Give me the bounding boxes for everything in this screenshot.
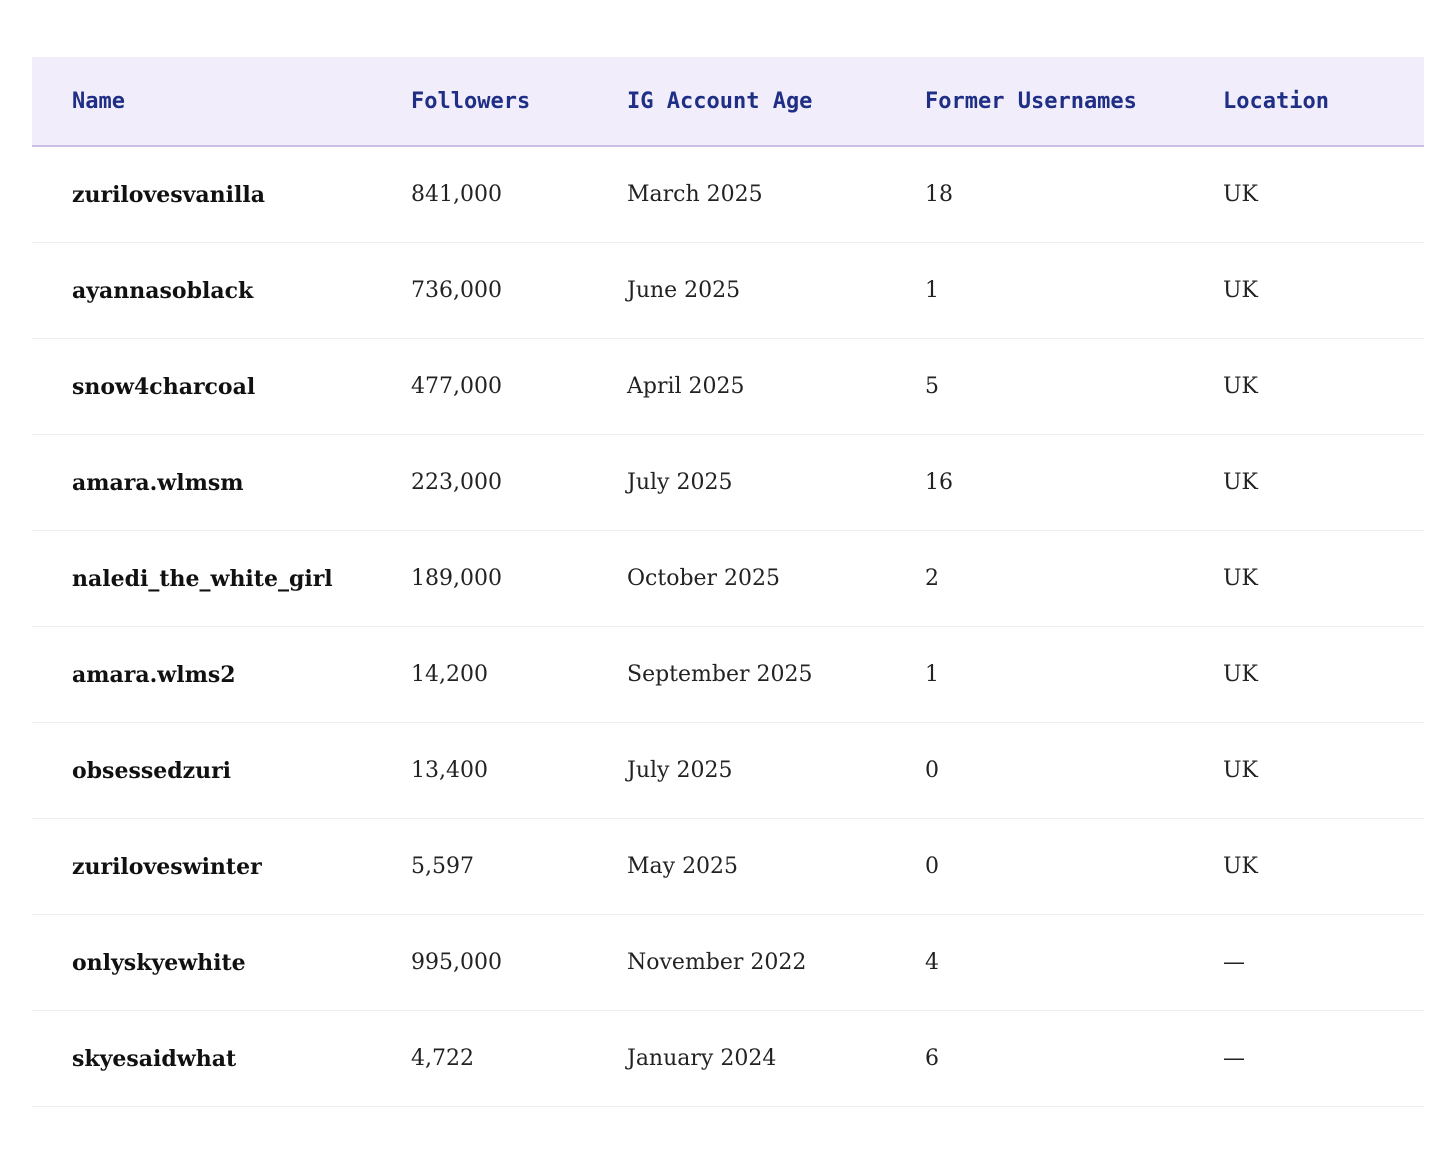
cell-account-age: June 2025 bbox=[627, 242, 925, 339]
cell-followers: 841,000 bbox=[411, 146, 627, 243]
cell-former-usernames: 5 bbox=[925, 338, 1223, 435]
cell-former-usernames: 6 bbox=[925, 1010, 1223, 1107]
cell-account-age: April 2025 bbox=[627, 338, 925, 435]
cell-location: UK bbox=[1223, 338, 1424, 435]
cell-former-usernames: 1 bbox=[925, 242, 1223, 339]
cell-name: ayannasoblack bbox=[32, 242, 411, 339]
cell-followers: 13,400 bbox=[411, 722, 627, 819]
cell-former-usernames: 4 bbox=[925, 914, 1223, 1011]
cell-name: obsessedzuri bbox=[32, 722, 411, 819]
table-row: onlyskyewhite 995,000 November 2022 4 — bbox=[32, 914, 1424, 1011]
cell-account-age: January 2024 bbox=[627, 1010, 925, 1107]
cell-former-usernames: 2 bbox=[925, 530, 1223, 627]
header-row: Name Followers IG Account Age Former Use… bbox=[32, 57, 1424, 147]
table-row: naledi_the_white_girl 189,000 October 20… bbox=[32, 530, 1424, 627]
accounts-table: Name Followers IG Account Age Former Use… bbox=[32, 57, 1424, 1107]
column-header-location[interactable]: Location bbox=[1223, 57, 1424, 147]
table-row: zurilovesvanilla 841,000 March 2025 18 U… bbox=[32, 146, 1424, 243]
column-header-name[interactable]: Name bbox=[32, 57, 411, 147]
cell-name: zurilovesvanilla bbox=[32, 146, 411, 243]
table-header: Name Followers IG Account Age Former Use… bbox=[32, 57, 1424, 147]
cell-account-age: September 2025 bbox=[627, 626, 925, 723]
cell-followers: 995,000 bbox=[411, 914, 627, 1011]
cell-followers: 223,000 bbox=[411, 434, 627, 531]
table-row: skyesaidwhat 4,722 January 2024 6 — bbox=[32, 1010, 1424, 1107]
cell-name: naledi_the_white_girl bbox=[32, 530, 411, 627]
table-row: amara.wlms2 14,200 September 2025 1 UK bbox=[32, 626, 1424, 723]
cell-account-age: July 2025 bbox=[627, 434, 925, 531]
cell-name: zuriloveswinter bbox=[32, 818, 411, 915]
accounts-table-container: Name Followers IG Account Age Former Use… bbox=[32, 57, 1424, 1107]
cell-followers: 5,597 bbox=[411, 818, 627, 915]
cell-location: — bbox=[1223, 1010, 1424, 1107]
table-row: obsessedzuri 13,400 July 2025 0 UK bbox=[32, 722, 1424, 819]
cell-followers: 189,000 bbox=[411, 530, 627, 627]
cell-account-age: July 2025 bbox=[627, 722, 925, 819]
cell-former-usernames: 0 bbox=[925, 818, 1223, 915]
cell-account-age: March 2025 bbox=[627, 146, 925, 243]
cell-name: skyesaidwhat bbox=[32, 1010, 411, 1107]
table-row: zuriloveswinter 5,597 May 2025 0 UK bbox=[32, 818, 1424, 915]
column-header-former-usernames[interactable]: Former Usernames bbox=[925, 57, 1223, 147]
cell-location: — bbox=[1223, 914, 1424, 1011]
table-row: amara.wlmsm 223,000 July 2025 16 UK bbox=[32, 434, 1424, 531]
cell-former-usernames: 16 bbox=[925, 434, 1223, 531]
cell-former-usernames: 18 bbox=[925, 146, 1223, 243]
column-header-account-age[interactable]: IG Account Age bbox=[627, 57, 925, 147]
cell-name: amara.wlmsm bbox=[32, 434, 411, 531]
cell-location: UK bbox=[1223, 146, 1424, 243]
cell-location: UK bbox=[1223, 242, 1424, 339]
cell-account-age: October 2025 bbox=[627, 530, 925, 627]
cell-followers: 14,200 bbox=[411, 626, 627, 723]
cell-location: UK bbox=[1223, 818, 1424, 915]
cell-followers: 477,000 bbox=[411, 338, 627, 435]
table-row: ayannasoblack 736,000 June 2025 1 UK bbox=[32, 242, 1424, 339]
table-row: snow4charcoal 477,000 April 2025 5 UK bbox=[32, 338, 1424, 435]
cell-name: amara.wlms2 bbox=[32, 626, 411, 723]
cell-account-age: May 2025 bbox=[627, 818, 925, 915]
cell-location: UK bbox=[1223, 530, 1424, 627]
cell-location: UK bbox=[1223, 434, 1424, 531]
cell-followers: 736,000 bbox=[411, 242, 627, 339]
cell-name: snow4charcoal bbox=[32, 338, 411, 435]
column-header-followers[interactable]: Followers bbox=[411, 57, 627, 147]
cell-name: onlyskyewhite bbox=[32, 914, 411, 1011]
cell-followers: 4,722 bbox=[411, 1010, 627, 1107]
cell-location: UK bbox=[1223, 722, 1424, 819]
cell-former-usernames: 1 bbox=[925, 626, 1223, 723]
cell-former-usernames: 0 bbox=[925, 722, 1223, 819]
cell-location: UK bbox=[1223, 626, 1424, 723]
table-body: zurilovesvanilla 841,000 March 2025 18 U… bbox=[32, 146, 1424, 1107]
cell-account-age: November 2022 bbox=[627, 914, 925, 1011]
